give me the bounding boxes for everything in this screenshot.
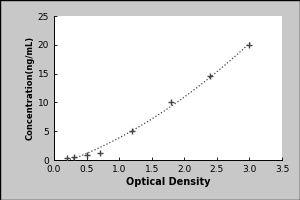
- X-axis label: Optical Density: Optical Density: [126, 177, 210, 187]
- Y-axis label: Concentration(ng/mL): Concentration(ng/mL): [26, 36, 35, 140]
